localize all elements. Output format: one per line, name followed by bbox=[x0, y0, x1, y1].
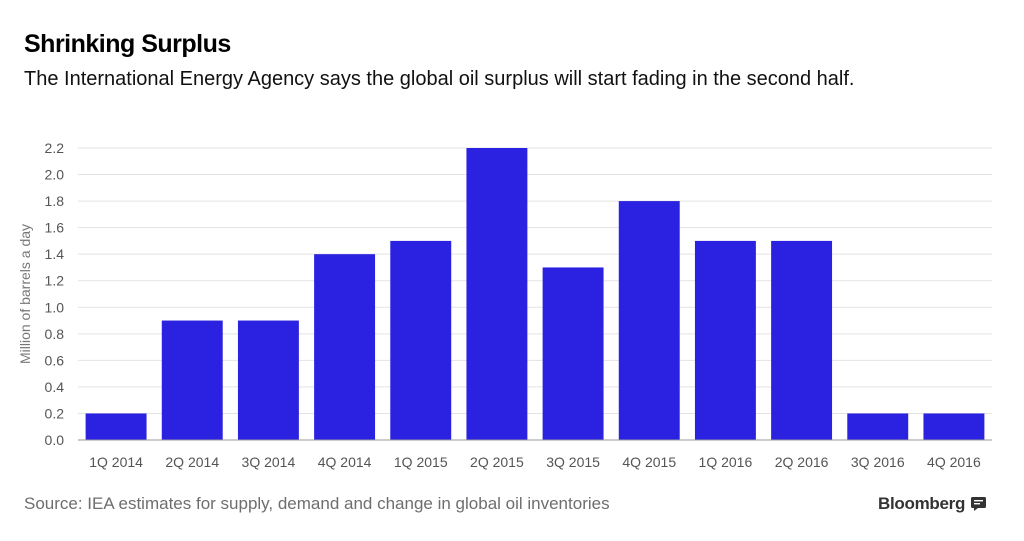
bar bbox=[85, 413, 147, 440]
x-tick-label: 1Q 2014 bbox=[89, 454, 143, 470]
x-tick-label: 4Q 2015 bbox=[622, 454, 676, 470]
gridlines bbox=[78, 147, 992, 414]
x-tick-label: 4Q 2016 bbox=[927, 454, 981, 470]
y-tick-label: 1.8 bbox=[45, 193, 65, 209]
x-tick-label: 2Q 2014 bbox=[165, 454, 219, 470]
y-tick-label: 1.6 bbox=[45, 220, 65, 236]
bar bbox=[618, 201, 680, 440]
y-tick-label: 0.4 bbox=[45, 379, 65, 395]
y-tick-label: 1.2 bbox=[45, 273, 65, 289]
bars bbox=[85, 148, 985, 440]
x-tick-label: 3Q 2016 bbox=[851, 454, 905, 470]
x-tick-label: 3Q 2015 bbox=[546, 454, 600, 470]
bar bbox=[847, 413, 909, 440]
chart-subtitle: The International Energy Agency says the… bbox=[24, 68, 855, 90]
x-tick-label: 4Q 2014 bbox=[318, 454, 372, 470]
chart-title: Shrinking Surplus bbox=[24, 30, 231, 58]
x-tick-label: 3Q 2014 bbox=[242, 454, 296, 470]
brand-logo: Bloomberg bbox=[878, 494, 987, 514]
y-tick-label: 0.0 bbox=[45, 432, 65, 448]
bar bbox=[314, 254, 376, 440]
y-tick-label: 1.4 bbox=[45, 246, 65, 262]
bloomberg-icon bbox=[971, 497, 987, 511]
x-tick-label: 1Q 2016 bbox=[699, 454, 753, 470]
y-tick-label: 1.0 bbox=[45, 299, 65, 315]
bar bbox=[694, 240, 756, 440]
y-tick-label: 0.6 bbox=[45, 352, 65, 368]
bar bbox=[390, 240, 452, 440]
source-note: Source: IEA estimates for supply, demand… bbox=[24, 494, 610, 513]
x-tick-label: 2Q 2016 bbox=[775, 454, 829, 470]
x-tick-label: 2Q 2015 bbox=[470, 454, 524, 470]
bar bbox=[237, 320, 299, 440]
bar bbox=[771, 240, 833, 440]
bar bbox=[161, 320, 223, 440]
x-tick-labels: 1Q 2014 2Q 2014 3Q 2014 4Q 2014 1Q 2015 2Q 20… bbox=[89, 454, 981, 470]
y-tick-label: 0.2 bbox=[45, 405, 65, 421]
y-tick-label: 0.8 bbox=[45, 326, 65, 342]
bar bbox=[466, 148, 528, 440]
x-tick-label: 1Q 2015 bbox=[394, 454, 448, 470]
bar bbox=[923, 413, 985, 440]
y-tick-label: 2.2 bbox=[45, 140, 65, 156]
brand-name: Bloomberg bbox=[878, 494, 966, 513]
y-axis-title: Million of barrels a day bbox=[17, 224, 33, 364]
y-tick-labels: 0.0 0.2 0.4 0.6 0.8 1.0 1.2 1.4 1.6 1.8 2.0 2.2 bbox=[45, 140, 65, 448]
y-tick-label: 2.0 bbox=[45, 167, 65, 183]
bar bbox=[542, 267, 604, 440]
